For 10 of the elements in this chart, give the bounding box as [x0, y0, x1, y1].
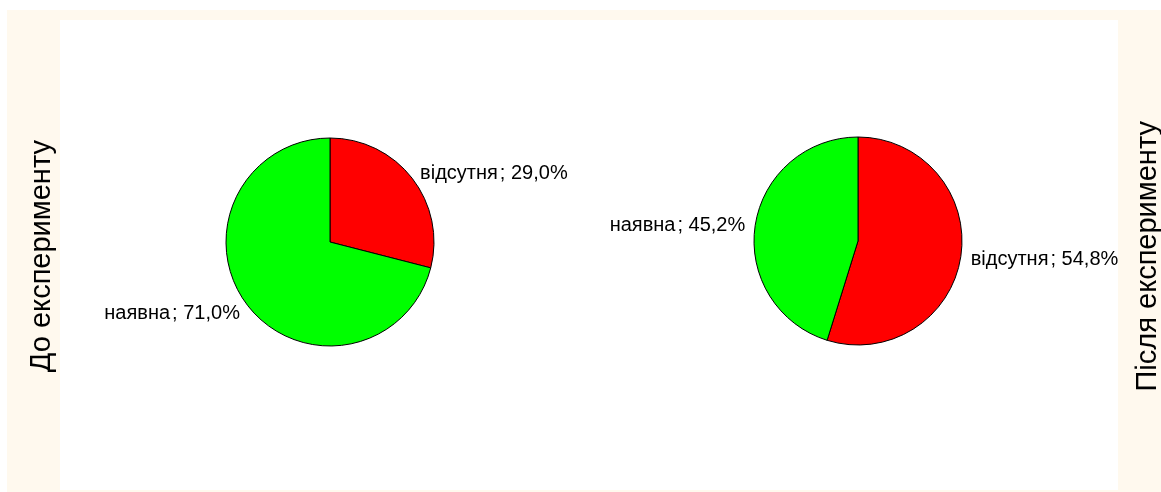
- data-label: ; 54,8%: [1050, 247, 1119, 270]
- text: До експерименту: [23, 139, 57, 373]
- data-label: ; 29,0%: [499, 161, 568, 184]
- text: Після експерименту: [1129, 120, 1161, 392]
- data-label: ; 71,0%: [172, 300, 241, 323]
- slice-label: відсутня: [970, 247, 1049, 270]
- slice-label: наявна: [104, 300, 171, 323]
- slice-label: відсутня: [420, 161, 498, 184]
- data-label: ; 45,2%: [677, 212, 746, 235]
- slice-label: наявна: [609, 212, 677, 235]
